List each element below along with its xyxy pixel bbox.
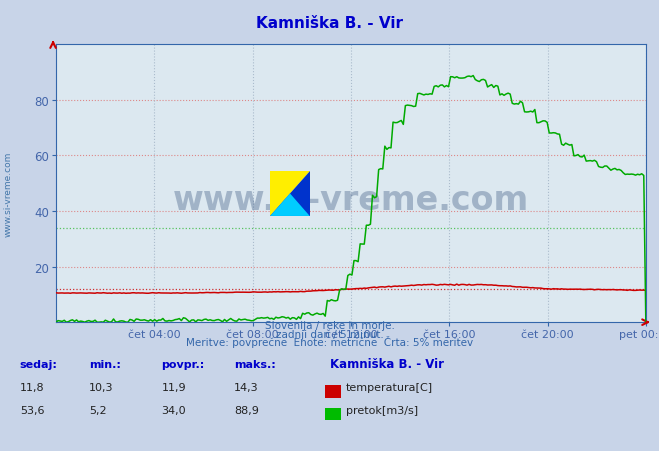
Text: 53,6: 53,6 (20, 405, 44, 414)
Text: www.si-vreme.com: www.si-vreme.com (173, 184, 529, 217)
Text: zadnji dan / 5 minut.: zadnji dan / 5 minut. (275, 329, 384, 339)
Text: min.:: min.: (89, 359, 121, 369)
Polygon shape (270, 171, 310, 216)
Polygon shape (270, 194, 310, 216)
Text: Kamniška B. - Vir: Kamniška B. - Vir (330, 358, 444, 371)
Text: Meritve: povprečne  Enote: metrične  Črta: 5% meritev: Meritve: povprečne Enote: metrične Črta:… (186, 336, 473, 347)
Text: 5,2: 5,2 (89, 405, 107, 414)
Text: 11,9: 11,9 (161, 382, 186, 392)
Text: Slovenija / reke in morje.: Slovenija / reke in morje. (264, 320, 395, 330)
Text: www.si-vreme.com: www.si-vreme.com (3, 152, 13, 236)
Text: 11,8: 11,8 (20, 382, 44, 392)
Text: 88,9: 88,9 (234, 405, 259, 414)
Text: 34,0: 34,0 (161, 405, 186, 414)
Polygon shape (270, 171, 310, 216)
Text: sedaj:: sedaj: (20, 359, 57, 369)
Text: pretok[m3/s]: pretok[m3/s] (346, 405, 418, 414)
Text: 10,3: 10,3 (89, 382, 113, 392)
Text: temperatura[C]: temperatura[C] (346, 382, 433, 392)
Text: Kamniška B. - Vir: Kamniška B. - Vir (256, 16, 403, 31)
Text: maks.:: maks.: (234, 359, 275, 369)
Text: 14,3: 14,3 (234, 382, 258, 392)
Text: povpr.:: povpr.: (161, 359, 205, 369)
